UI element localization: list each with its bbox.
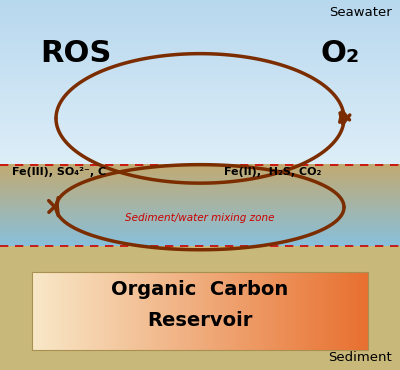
Text: Organic  Carbon: Organic Carbon: [111, 280, 289, 299]
Text: Fe(III), SO₄²⁻, C: Fe(III), SO₄²⁻, C: [12, 167, 106, 177]
Text: Reservoir: Reservoir: [147, 311, 253, 330]
Text: Sediment/water mixing zone: Sediment/water mixing zone: [125, 213, 275, 223]
Bar: [32, 272, 368, 350]
Text: Fe(II),  H₂S, CO₂: Fe(II), H₂S, CO₂: [224, 167, 321, 177]
Text: ROS: ROS: [40, 39, 111, 68]
Text: Sediment: Sediment: [328, 352, 392, 364]
Bar: [0, 246, 400, 370]
Text: O₂: O₂: [321, 39, 360, 68]
Text: Seawater: Seawater: [329, 6, 392, 18]
